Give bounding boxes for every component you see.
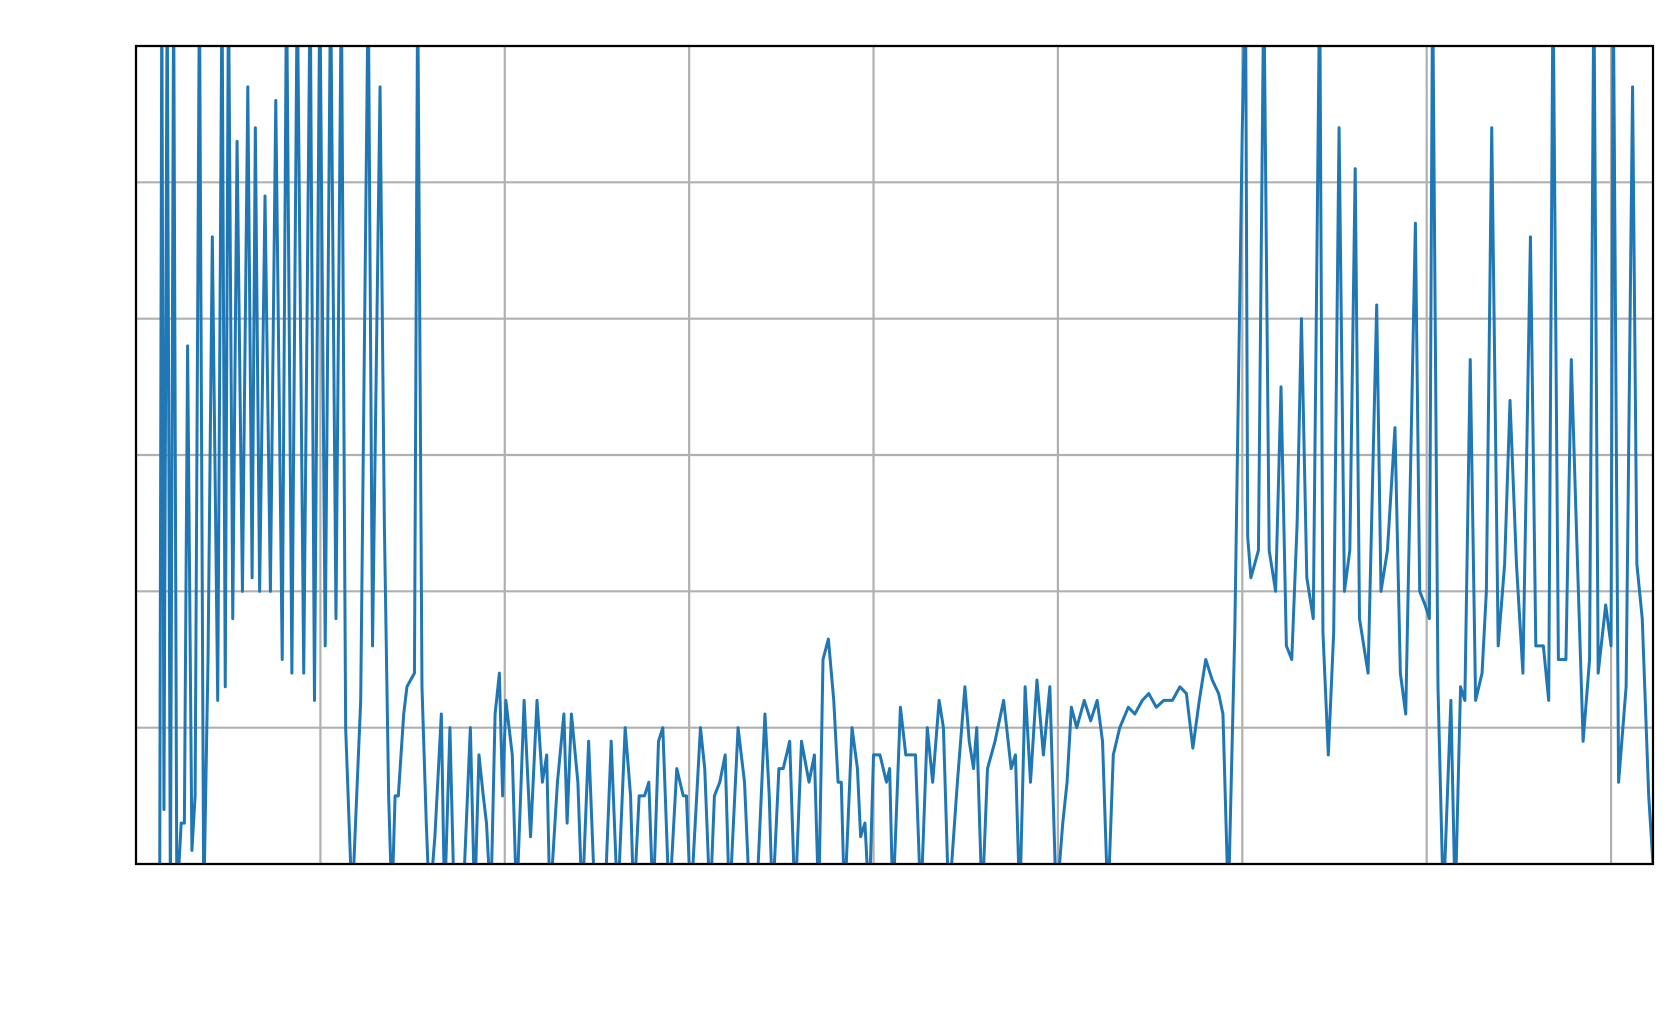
data-line [158, 46, 1653, 864]
plot-area [158, 46, 1653, 864]
axes-frame [134, 44, 1655, 866]
